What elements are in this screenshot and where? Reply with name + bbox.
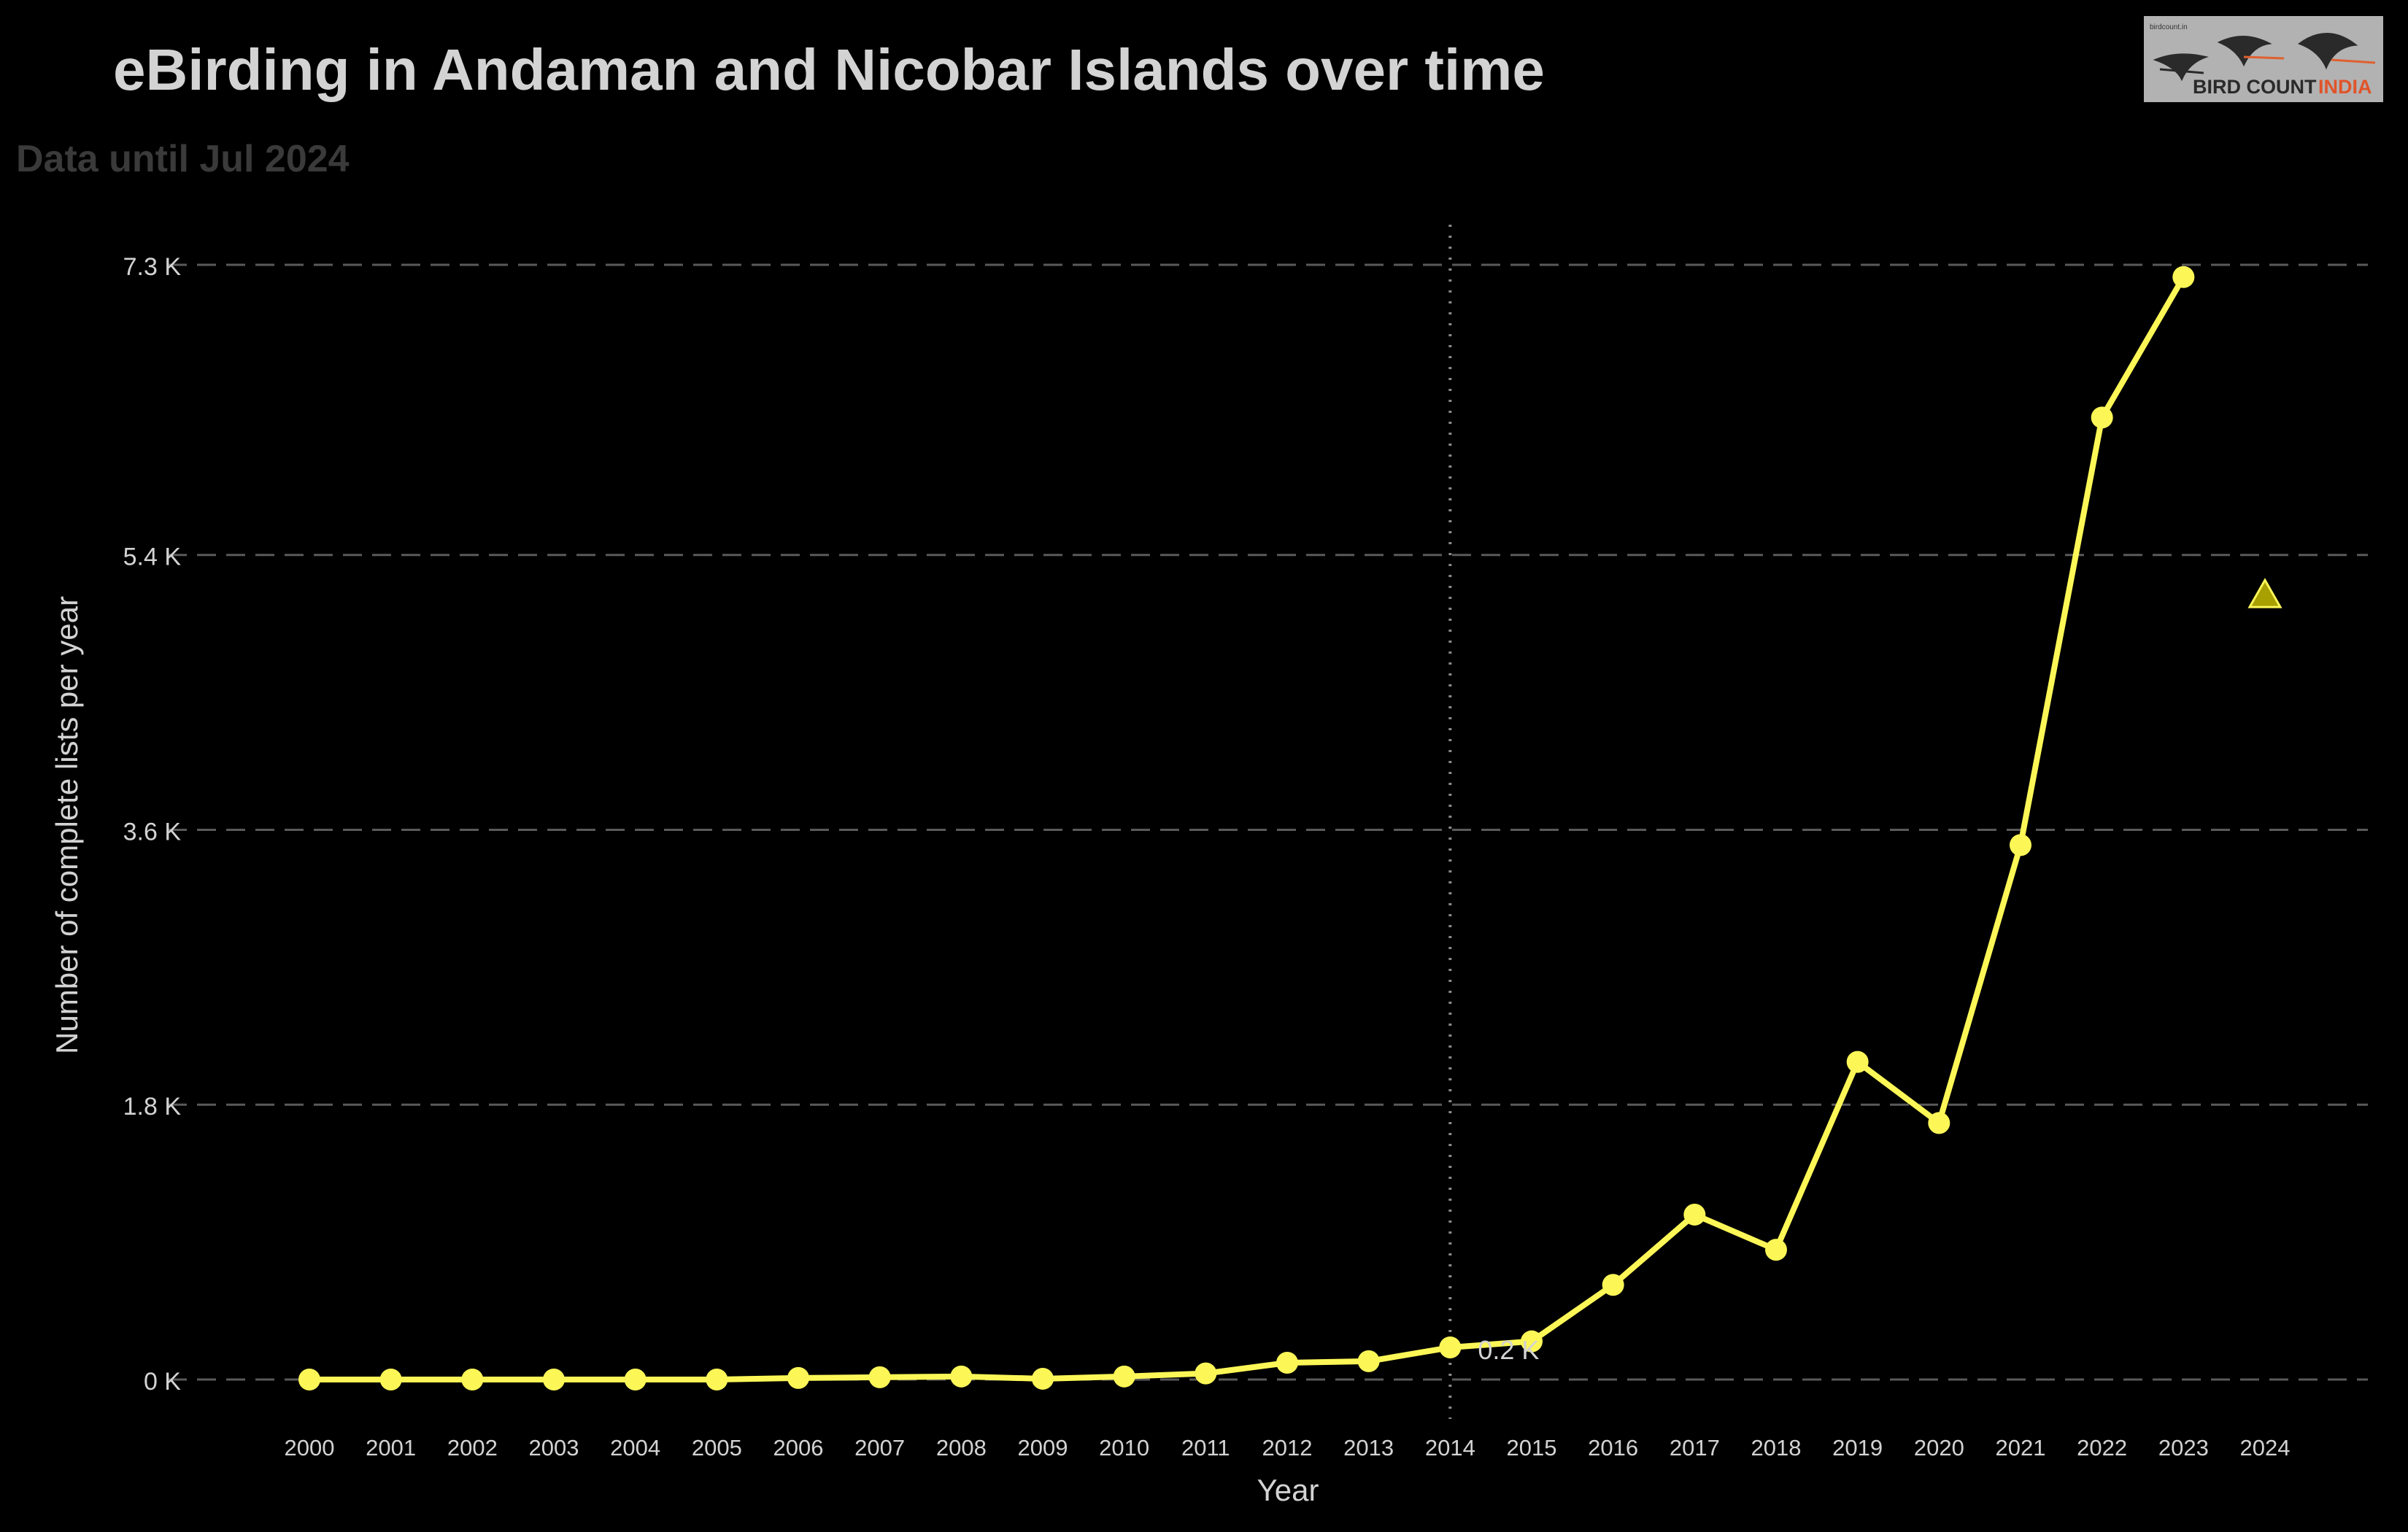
x-tick-label: 2011 bbox=[1181, 1435, 1230, 1461]
data-point bbox=[1602, 1274, 1624, 1296]
x-tick-label: 2000 bbox=[285, 1435, 335, 1461]
data-point bbox=[298, 1369, 320, 1390]
x-tick-label: 2005 bbox=[692, 1435, 742, 1461]
x-tick-label: 2014 bbox=[1425, 1435, 1475, 1461]
data-point bbox=[1928, 1112, 1950, 1134]
data-point bbox=[787, 1366, 809, 1389]
data-point bbox=[461, 1369, 484, 1390]
y-tick-label: 0 K bbox=[144, 1368, 181, 1396]
x-tick-label: 2009 bbox=[1018, 1435, 1068, 1461]
data-points: 0.2 K bbox=[298, 266, 2282, 1390]
logo-small-text: birdcount.in bbox=[2150, 23, 2188, 31]
data-point bbox=[543, 1369, 565, 1390]
y-tick-label: 1.8 K bbox=[123, 1093, 182, 1121]
x-tick-label: 2008 bbox=[936, 1435, 987, 1461]
data-point bbox=[1765, 1239, 1787, 1261]
x-tick-label: 2006 bbox=[773, 1435, 824, 1461]
data-point bbox=[2010, 834, 2031, 856]
x-tick-label: 2013 bbox=[1343, 1435, 1394, 1461]
data-point bbox=[706, 1369, 728, 1390]
x-tick-label: 2016 bbox=[1588, 1435, 1638, 1461]
data-point bbox=[1521, 1330, 1543, 1353]
x-tick-label: 2015 bbox=[1507, 1435, 1557, 1461]
data-point bbox=[1113, 1365, 1135, 1388]
data-point bbox=[624, 1369, 647, 1390]
series-line-group bbox=[309, 275, 2186, 1382]
x-tick-label: 2022 bbox=[2077, 1435, 2127, 1461]
data-point bbox=[1195, 1362, 1217, 1385]
data-point bbox=[2091, 406, 2113, 429]
chart-title: eBirding in Andaman and Nicobar Islands … bbox=[113, 37, 1545, 102]
data-point bbox=[2172, 266, 2195, 288]
data-point bbox=[950, 1365, 973, 1388]
x-tick-label: 2018 bbox=[1751, 1435, 1802, 1461]
logo-text-accent: INDIA bbox=[2318, 76, 2372, 98]
data-point bbox=[1032, 1367, 1054, 1390]
data-point bbox=[379, 1369, 402, 1390]
data-point bbox=[1276, 1351, 1298, 1374]
x-axis-title: Year bbox=[1257, 1473, 1319, 1507]
data-point bbox=[1683, 1203, 1706, 1226]
x-tick-label: 2003 bbox=[529, 1435, 579, 1461]
series-line bbox=[309, 275, 2186, 1382]
x-tick-label: 2024 bbox=[2240, 1435, 2291, 1461]
x-tick-label: 2002 bbox=[447, 1435, 498, 1461]
y-tick-label: 3.6 K bbox=[123, 818, 182, 846]
x-tick-label: 2021 bbox=[1996, 1435, 2046, 1461]
x-tick-label: 2010 bbox=[1099, 1435, 1149, 1461]
logo-text-main: BIRD COUNT bbox=[2193, 76, 2317, 98]
x-tick-label: 2019 bbox=[1832, 1435, 1883, 1461]
x-tick-label: 2020 bbox=[1914, 1435, 1964, 1461]
chart-subtitle: Data until Jul 2024 bbox=[16, 138, 350, 180]
y-axis-tick-labels: 0 K 1.8 K 3.6 K 5.4 K 7.3 K bbox=[123, 253, 182, 1396]
x-tick-label: 2001 bbox=[366, 1435, 416, 1461]
data-point bbox=[1846, 1051, 1869, 1073]
bird-count-india-logo: birdcount.in BIRD COUNT INDIA bbox=[2144, 16, 2383, 102]
data-point bbox=[1439, 1336, 1462, 1359]
x-tick-label: 2007 bbox=[854, 1435, 905, 1461]
y-axis-title: Number of complete lists per year bbox=[50, 596, 84, 1054]
x-tick-label: 2017 bbox=[1670, 1435, 1720, 1461]
reference-line-label: 0.2 K bbox=[1478, 1335, 1539, 1365]
data-point bbox=[1357, 1350, 1380, 1372]
projection-point bbox=[2247, 578, 2282, 608]
x-tick-label: 2012 bbox=[1262, 1435, 1313, 1461]
y-tick-label: 7.3 K bbox=[123, 253, 182, 281]
data-point bbox=[868, 1366, 891, 1388]
y-tick-label: 5.4 K bbox=[123, 543, 182, 571]
x-tick-label: 2004 bbox=[610, 1435, 660, 1461]
x-tick-label: 2023 bbox=[2158, 1435, 2209, 1461]
x-axis-tick-labels: 2000 2001 2002 2003 2004 2005 2006 2007 2008 2009… bbox=[285, 1435, 2291, 1461]
flying-birds-logo-icon bbox=[2153, 33, 2376, 82]
